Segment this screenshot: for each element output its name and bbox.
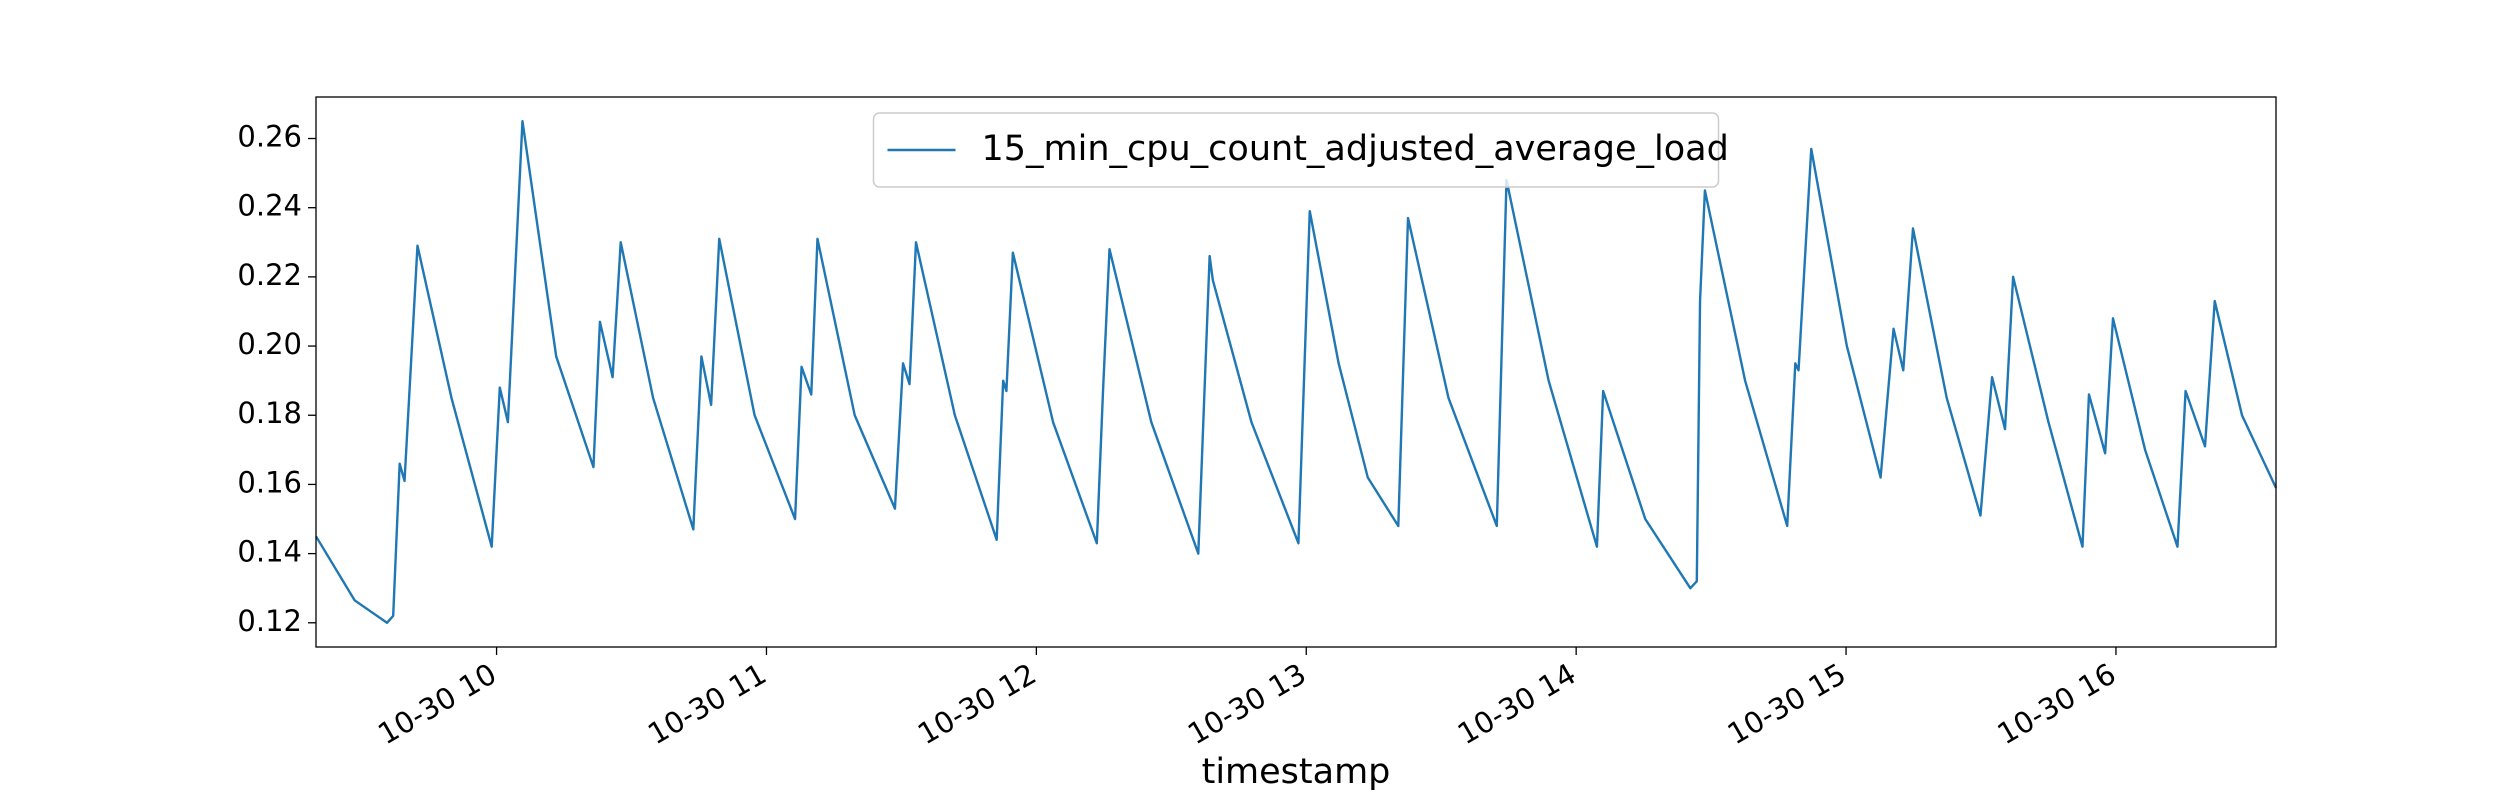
y-tick-label: 0.12 xyxy=(237,604,302,638)
legend-label: 15_min_cpu_count_adjusted_average_load xyxy=(982,129,1729,169)
x-tick-label: 10-30 13 xyxy=(1182,657,1312,752)
data-line xyxy=(314,120,2278,624)
plot-frame xyxy=(315,96,2277,648)
x-tick-label: 10-30 15 xyxy=(1722,657,1852,752)
y-tick-label: 0.26 xyxy=(237,120,302,154)
x-axis-label: timestamp xyxy=(1202,752,1391,792)
y-tick-label: 0.16 xyxy=(237,465,302,499)
x-tick-label: 10-30 10 xyxy=(372,657,502,752)
x-tick-label: 10-30 12 xyxy=(912,657,1042,752)
x-tick-label: 10-30 16 xyxy=(1992,657,2122,752)
y-tick-label: 0.24 xyxy=(237,189,302,223)
x-tick-label: 10-30 11 xyxy=(642,657,772,752)
y-tick-label: 0.22 xyxy=(237,258,302,292)
y-tick-label: 0.14 xyxy=(237,535,302,569)
y-tick-label: 0.20 xyxy=(237,327,302,361)
x-tick-label: 10-30 14 xyxy=(1452,657,1582,752)
legend: 15_min_cpu_count_adjusted_average_load xyxy=(872,112,1729,188)
legend-box xyxy=(872,112,1720,188)
y-tick-label: 0.18 xyxy=(237,396,302,430)
